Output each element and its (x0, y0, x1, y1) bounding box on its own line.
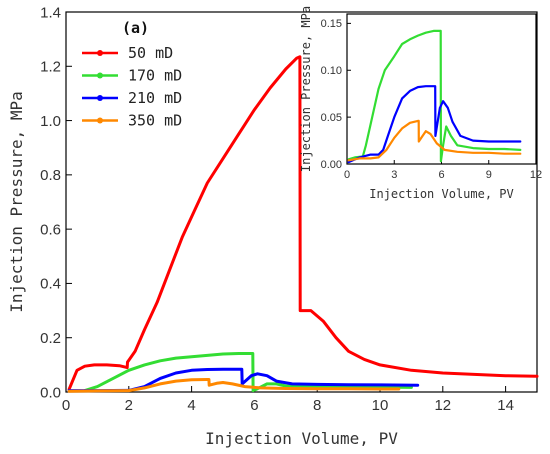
legend-label: 170 mD (128, 67, 182, 85)
inset-y-tick-label: 0.00 (321, 159, 342, 171)
legend-label: 50 mD (128, 44, 173, 62)
main-x-tick-label: 12 (434, 397, 451, 414)
inset-y-tick-label: 0.10 (321, 65, 342, 77)
main-y-axis-label: Injection Pressure, MPa (7, 91, 26, 313)
main-x-tick-label: 14 (497, 397, 514, 414)
legend-marker (97, 72, 103, 79)
main-x-tick-label: 10 (372, 397, 389, 414)
legend-label: 350 mD (128, 112, 182, 130)
main-series-line-350-md (67, 378, 401, 393)
inset-series-line-350-md (347, 119, 522, 162)
inset-series-line-170-md (347, 29, 522, 163)
inset-x-tick-label: 3 (391, 169, 397, 181)
inset-x-tick-label: 9 (486, 169, 492, 181)
inset-y-tick-label: 0.05 (321, 112, 342, 124)
main-y-tick-label: 0.8 (40, 167, 61, 184)
main-y-tick-label: 1.0 (40, 113, 61, 130)
panel-label: (a) (122, 19, 149, 37)
inset-y-axis-label: Injection Pressure, MPa (299, 6, 313, 172)
main-series-line-170-md (83, 352, 413, 393)
legend-marker (97, 117, 103, 124)
legend-marker (97, 95, 103, 101)
main-y-tick-label: 0.4 (40, 276, 61, 293)
inset-x-tick-label: 12 (530, 169, 542, 181)
main-x-tick-label: 2 (125, 397, 133, 414)
inset-x-axis-label: Injection Volume, PV (369, 187, 514, 201)
main-y-tick-label: 1.2 (40, 59, 61, 76)
main-y-tick-label: 1.4 (40, 4, 61, 21)
inset-x-tick-label: 6 (438, 169, 444, 181)
legend-marker (97, 50, 103, 56)
main-y-tick-label: 0.2 (40, 330, 61, 347)
inset-plot: 0 3 6 9 12 0.00 0.05 0.10 0.15 Injection Volume, … (299, 6, 542, 201)
main-x-tick-label: 8 (313, 397, 321, 414)
inset-y-tick-label: 0.15 (321, 18, 342, 30)
main-x-tick-label: 4 (187, 397, 195, 414)
main-x-tick-label: 0 (62, 397, 70, 414)
main-y-tick-label: 0.6 (40, 221, 61, 238)
main-series-line-210-md (67, 367, 420, 393)
main-y-tick-label: 0.0 (40, 384, 61, 401)
main-series-line-50-md (67, 55, 539, 391)
main-x-tick-label: 6 (250, 397, 258, 414)
legend-label: 210 mD (128, 89, 182, 107)
main-x-axis-label: Injection Volume, PV (205, 429, 398, 448)
inset-series-line-210-md (347, 85, 522, 164)
inset-x-tick-label: 0 (344, 169, 350, 181)
